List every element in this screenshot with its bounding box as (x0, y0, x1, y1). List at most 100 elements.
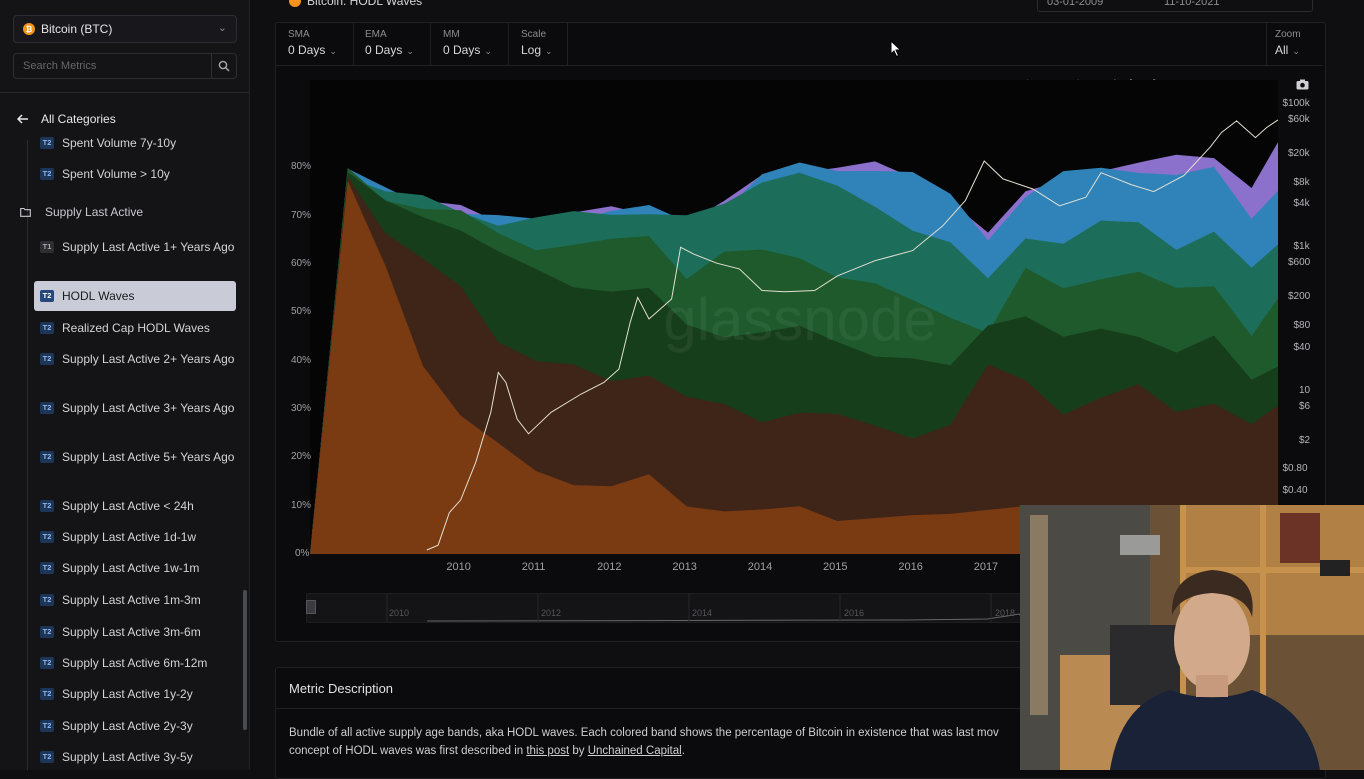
date-range-picker[interactable]: 03-01-2009 11-10-2021 (1037, 0, 1313, 12)
x-tick-label: 2016 (898, 561, 923, 573)
y-tick-label: 0% (295, 548, 310, 559)
tier-badge: T2 (40, 353, 54, 365)
sidebar-item-label: Spent Volume > 10y (62, 167, 170, 181)
sidebar-item-label: Supply Last Active 3+ Years Ago (62, 401, 235, 415)
price-tick-label: $20k (1288, 148, 1310, 160)
chart-title-text: Bitcoin: HODL Waves (307, 0, 423, 8)
x-tick-label: 2014 (747, 561, 773, 573)
sidebar-item-spent-volume-7y-10y[interactable]: T2 Spent Volume 7y-10y (34, 134, 236, 152)
tier-badge: T2 (40, 720, 54, 732)
tier-badge: T2 (40, 751, 54, 763)
tier-badge: T2 (40, 688, 54, 700)
scale-value-text: Log (521, 43, 542, 57)
y-tick-label: 70% (291, 209, 312, 221)
navigator-label: 2018 (995, 608, 1016, 618)
date-to[interactable]: 11-10-2021 (1164, 0, 1220, 8)
sidebar-item-supply-2-years[interactable]: T2 Supply Last Active 2+ Years Ago (34, 350, 236, 368)
sidebar-item-supply-1w-1m[interactable]: T2 Supply Last Active 1w-1m (34, 559, 236, 577)
sidebar-item-label: HODL Waves (62, 289, 135, 303)
mm-label: MM (443, 29, 460, 40)
navigator-label: 2010 (389, 608, 410, 618)
sidebar-item-supply-1m-3m[interactable]: T2 Supply Last Active 1m-3m (34, 591, 236, 609)
camera-icon[interactable] (1296, 79, 1309, 90)
this-post-link[interactable]: this post (526, 745, 570, 757)
price-tick-label: $1k (1293, 241, 1310, 253)
search-input[interactable] (14, 54, 215, 78)
zoom-control[interactable]: Zoom All ⌄ (1266, 23, 1315, 65)
mm-value: 0 Days ⌄ (443, 43, 492, 57)
x-tick-label: 2015 (823, 561, 848, 573)
chevron-down-icon: ⌄ (1292, 46, 1300, 56)
sidebar-item-label: Supply Last Active 3y-5y (62, 750, 193, 764)
scale-control[interactable]: Scale Log ⌄ (509, 23, 568, 65)
sidebar-item-hodl-waves[interactable]: T2 HODL Waves (34, 281, 236, 311)
sidebar-item-realized-cap-hodl-waves[interactable]: T2 Realized Cap HODL Waves (34, 319, 236, 337)
sidebar-item-spent-volume-10y[interactable]: T2 Spent Volume > 10y (34, 165, 236, 183)
navigator-handle[interactable] (306, 600, 316, 614)
sidebar-item-supply-1y-2y[interactable]: T2 Supply Last Active 1y-2y (34, 685, 236, 703)
price-tick-label: $0.80 (1282, 463, 1308, 475)
navigator-label: 2014 (692, 608, 713, 618)
mm-control[interactable]: MM 0 Days ⌄ (431, 23, 509, 65)
sidebar-item-supply-3m-6m[interactable]: T2 Supply Last Active 3m-6m (34, 623, 236, 641)
tier-badge: T2 (40, 626, 54, 638)
all-categories-link[interactable]: All Categories (17, 112, 116, 126)
sidebar-item-label: Supply Last Active 3m-6m (62, 625, 201, 639)
x-tick-label: 2010 (446, 561, 471, 573)
sma-control[interactable]: SMA 0 Days ⌄ (276, 23, 354, 65)
metric-description-text: Bundle of all active supply age bands, a… (289, 724, 1309, 760)
price-tick-label: 10 (1299, 384, 1311, 396)
search-button[interactable] (211, 54, 236, 78)
sidebar-scrollbar[interactable] (243, 590, 247, 730)
sidebar-item-supply-6m-12m[interactable]: T2 Supply Last Active 6m-12m (34, 654, 236, 672)
chart-bands (310, 80, 1278, 555)
sidebar-item-label: Supply Last Active 6m-12m (62, 656, 208, 670)
sidebar-item-label: Supply Last Active 1m-3m (62, 593, 201, 607)
ema-value: 0 Days ⌄ (365, 43, 414, 57)
asset-label: Bitcoin (BTC) (41, 22, 113, 36)
x-tick-label: 2011 (521, 561, 546, 573)
asset-selector[interactable]: ₿ Bitcoin (BTC) ⌄ (13, 15, 237, 43)
x-tick-label: 2012 (597, 561, 622, 573)
price-tick-label: $2 (1299, 434, 1311, 446)
sidebar-item-supply-2y-3y[interactable]: T2 Supply Last Active 2y-3y (34, 717, 236, 735)
description-line-1: Bundle of all active supply age bands, a… (289, 727, 999, 739)
tier-badge: T2 (40, 402, 54, 414)
tier-badge: T2 (40, 290, 54, 302)
tier-badge: T2 (40, 451, 54, 463)
chevron-down-icon: ⌄ (406, 46, 414, 56)
ema-label: EMA (365, 29, 387, 40)
date-from[interactable]: 03-01-2009 (1047, 0, 1104, 8)
mm-value-text: 0 Days (443, 43, 481, 57)
price-tick-label: $60k (1288, 113, 1310, 125)
unchained-capital-link[interactable]: Unchained Capital (587, 745, 682, 757)
sidebar-item-supply-1d-1w[interactable]: T2 Supply Last Active 1d-1w (34, 528, 236, 546)
sidebar-item-supply-24h[interactable]: T2 Supply Last Active < 24h (34, 497, 236, 515)
bitcoin-icon: ₿ (23, 23, 35, 35)
price-tick-label: $200 (1288, 291, 1311, 303)
sidebar-item-label: Supply Last Active 1+ Years Ago (62, 240, 235, 254)
navigator-label: 2016 (844, 608, 865, 618)
sidebar-group-label: Supply Last Active (45, 205, 144, 219)
zoom-value: All ⌄ (1275, 43, 1300, 57)
sidebar-item-label: Supply Last Active 2+ Years Ago (62, 352, 235, 366)
zoom-value-text: All (1275, 43, 1289, 57)
description-line-2: concept of HODL waves was first describe… (289, 742, 1309, 760)
webcam-video-overlay (1020, 505, 1364, 770)
sidebar-group-supply-last-active[interactable]: Supply Last Active (20, 205, 143, 219)
sidebar-item-supply-3-years[interactable]: T2 Supply Last Active 3+ Years Ago (34, 399, 236, 417)
tier-badge: T1 (40, 241, 54, 253)
sidebar-item-label: Supply Last Active 1y-2y (62, 687, 193, 701)
y-tick-label: 10% (291, 499, 312, 511)
chart-title: Bitcoin: HODL Waves (289, 0, 422, 8)
sidebar-item-supply-3y-5y[interactable]: T2 Supply Last Active 3y-5y (34, 748, 236, 766)
sidebar-item-supply-last-active-1-years[interactable]: T1 Supply Last Active 1+ Years Ago (34, 238, 236, 256)
price-tick-label: $6 (1299, 400, 1311, 412)
ema-control[interactable]: EMA 0 Days ⌄ (353, 23, 431, 65)
x-tick-label: 2017 (973, 561, 999, 573)
zoom-label: Zoom (1275, 29, 1301, 40)
tier-badge: T2 (40, 657, 54, 669)
sidebar-item-supply-5-years[interactable]: T2 Supply Last Active 5+ Years Ago (34, 448, 236, 466)
tier-badge: T2 (40, 562, 54, 574)
metric-description-title: Metric Description (289, 681, 394, 696)
